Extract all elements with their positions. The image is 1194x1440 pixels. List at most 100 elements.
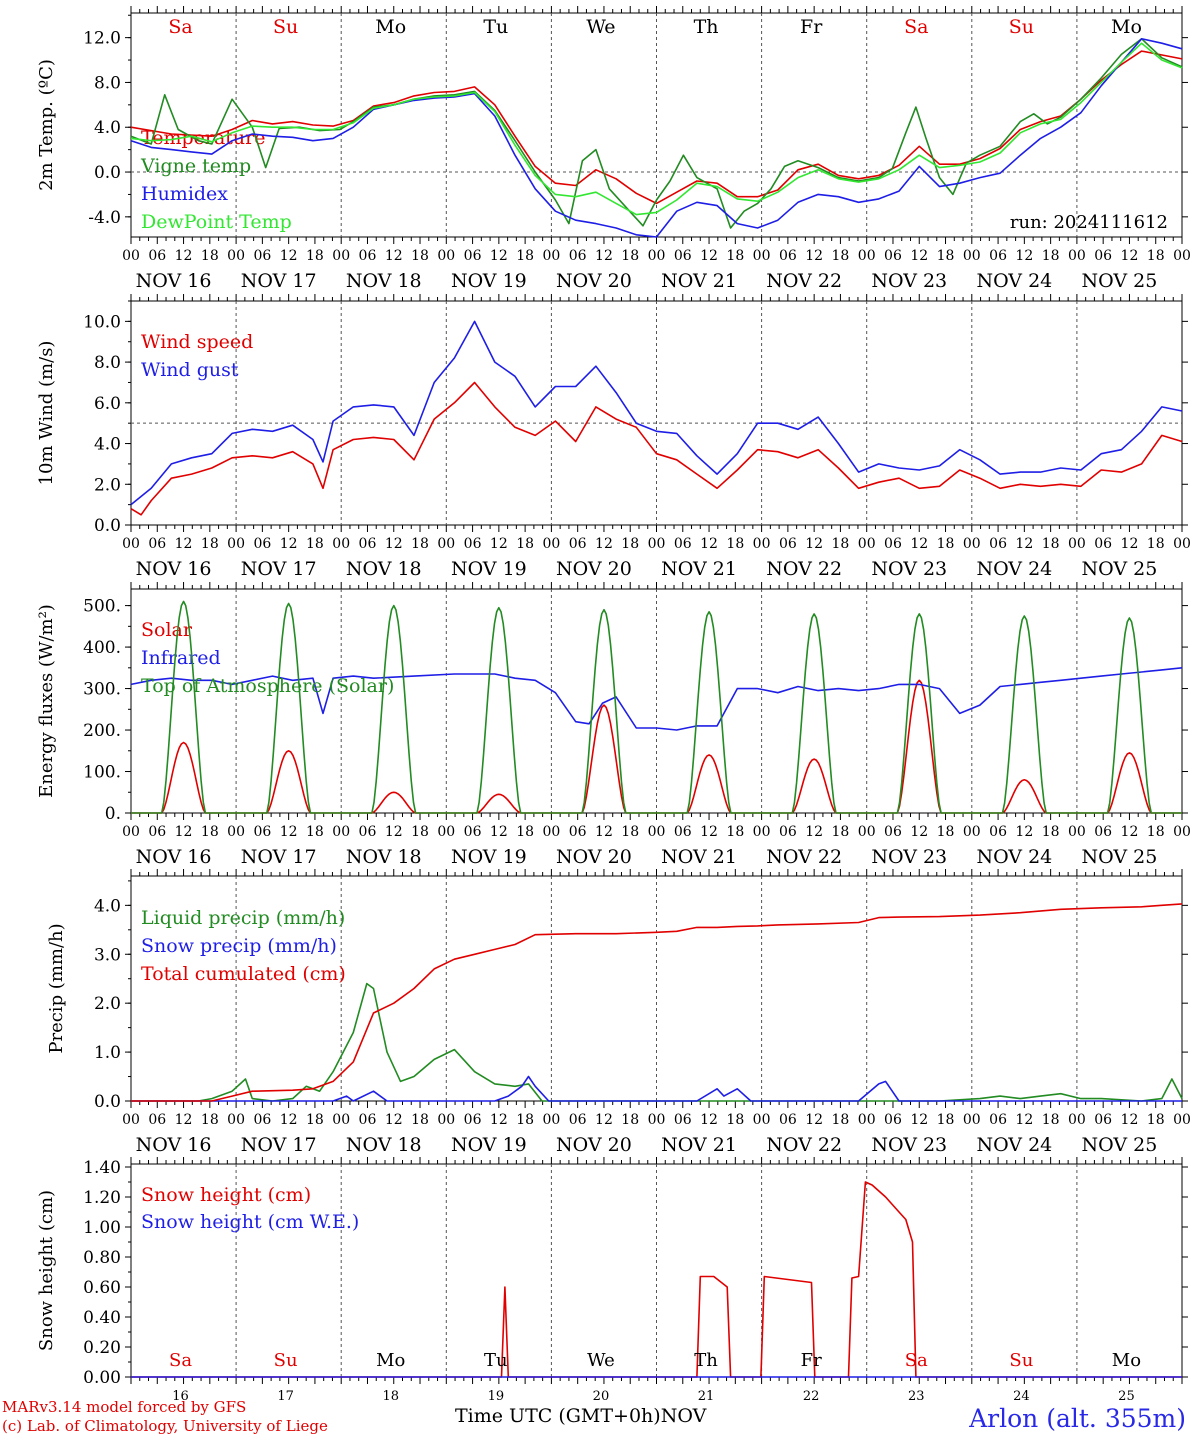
hour-tick-label: 12 [595,824,613,840]
hour-tick-label: 18 [306,824,324,840]
hour-tick-label: 06 [148,1112,166,1128]
hour-tick-label: 00 [753,248,771,264]
y-tick-label: 0. [105,804,121,824]
hour-tick-label: 00 [858,1112,876,1128]
date-label: NOV 20 [556,1134,632,1156]
hour-tick-label: 00 [437,536,455,552]
hour-tick-label: 12 [805,824,823,840]
hour-tick-label: 12 [385,248,403,264]
y-tick-label: 1.00 [83,1218,121,1238]
legend-entry: Wind speed [141,331,253,353]
hour-tick-label: 00 [227,1112,245,1128]
hour-tick-label: 00 [437,248,455,264]
x-axis-title: Time UTC (GMT+0h)NOV [455,1405,706,1427]
hour-tick-label: 12 [805,536,823,552]
hour-tick-label: 06 [1094,536,1112,552]
hour-tick-label: 00 [1068,248,1086,264]
day-name-label: Fr [801,1350,822,1371]
legend-entry: Top of Atmosphere (Solar) [141,675,394,697]
hour-tick-label: 12 [1015,824,1033,840]
day-name-label: Su [273,16,298,38]
hour-tick-label: 00 [753,824,771,840]
hour-tick-label: 12 [1015,536,1033,552]
hour-tick-label: 18 [726,824,744,840]
hour-tick-label: 12 [1015,248,1033,264]
day-name-label: Sa [168,16,192,38]
legend-entry: DewPoint Temp [141,211,292,233]
hour-tick-label: 00 [122,536,140,552]
series-line [130,50,1183,205]
date-label: NOV 24 [976,1134,1052,1156]
hour-tick-label: 18 [621,536,639,552]
hour-tick-label: 06 [569,824,587,840]
hour-tick-label: 06 [674,824,692,840]
plot-frame [130,300,1183,526]
hour-tick-label: 18 [832,248,850,264]
date-label: NOV 16 [136,1134,212,1156]
hour-tick-label: 06 [148,536,166,552]
series-line [130,38,1183,238]
date-label: NOV 18 [346,270,422,292]
y-tick-label: 0.80 [83,1248,121,1268]
hour-tick-label: 00 [437,824,455,840]
hour-tick-label: 18 [832,1112,850,1128]
hour-tick-label: 06 [359,536,377,552]
model-credit: MARv3.14 model forced by GFS [2,1398,247,1416]
hour-tick-label: 18 [937,536,955,552]
date-label: NOV 17 [241,846,317,868]
date-label: NOV 18 [346,1134,422,1156]
day-number-label: 25 [1118,1389,1135,1404]
day-name-label: Sa [905,1350,928,1371]
hour-tick-label: 18 [306,248,324,264]
hour-tick-label: 12 [175,1112,193,1128]
hour-tick-label: 06 [464,1112,482,1128]
date-label: NOV 23 [871,846,947,868]
hour-tick-label: 12 [700,248,718,264]
hour-tick-label: 18 [1147,1112,1165,1128]
y-axis-label: Snow height (cm) [36,1190,57,1351]
legend-entry: Snow height (cm W.E.) [141,1211,359,1233]
y-tick-label: 1.40 [83,1158,121,1178]
date-label: NOV 18 [346,846,422,868]
y-tick-label: 100. [83,763,121,783]
legend-entry: Liquid precip (mm/h) [141,907,345,929]
y-tick-label: 3.0 [94,945,121,965]
day-number-label: 23 [908,1389,925,1404]
series-line [131,982,1183,1102]
date-label: NOV 16 [136,270,212,292]
hour-tick-label: 18 [306,1112,324,1128]
day-name-label: We [587,1350,615,1371]
y-tick-label: 0.20 [83,1338,121,1358]
legend-entry: Temperature [141,127,265,149]
hour-tick-label: 12 [490,1112,508,1128]
hour-tick-label: 18 [201,248,219,264]
date-label: NOV 17 [241,558,317,580]
hour-tick-label: 18 [516,1112,534,1128]
time-label: Time UTC (GMT+0h) [455,1405,661,1427]
hour-tick-label: 12 [280,824,298,840]
hour-tick-label: 00 [122,824,140,840]
meteogram: -4.0 0.0 4.0 8.0 12.0 2m Temp. (ºC) 00 06 12 18 NO… [36,6,1191,1404]
hour-tick-label: 18 [411,248,429,264]
y-tick-label: 500. [83,597,121,617]
hour-tick-label: 06 [779,824,797,840]
hour-tick-label: 12 [1121,248,1139,264]
hour-tick-label: 12 [910,248,928,264]
hour-tick-label: 12 [595,536,613,552]
series-line [130,381,1183,516]
y-tick-label: 0.0 [94,1092,121,1112]
y-tick-label: 2.0 [94,994,121,1014]
y-tick-label: 300. [83,680,121,700]
date-label: NOV 21 [661,558,737,580]
date-label: NOV 20 [556,270,632,292]
hour-tick-label: 06 [779,536,797,552]
day-name-label: Th [694,16,719,38]
hour-tick-label: 18 [726,248,744,264]
day-name-label: Tu [484,1350,508,1371]
legend-entry: Snow precip (mm/h) [141,935,337,957]
y-axis-label: Precip (mm/h) [46,923,67,1053]
y-tick-label: 10.0 [83,312,121,332]
hour-tick-label: 18 [621,824,639,840]
hour-tick-label: 00 [753,1112,771,1128]
hour-tick-label: 18 [411,1112,429,1128]
